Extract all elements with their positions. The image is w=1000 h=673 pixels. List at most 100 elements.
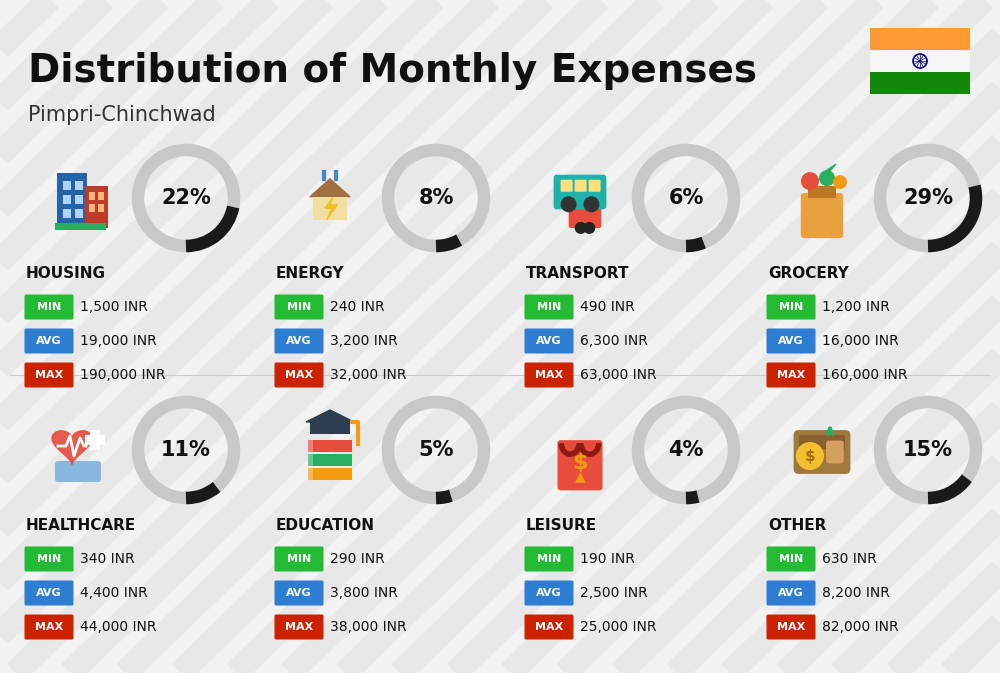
Text: 490 INR: 490 INR bbox=[580, 300, 635, 314]
Text: AVG: AVG bbox=[536, 336, 562, 346]
Text: AVG: AVG bbox=[536, 588, 562, 598]
Text: 82,000 INR: 82,000 INR bbox=[822, 620, 899, 634]
Circle shape bbox=[583, 222, 595, 234]
Text: 630 INR: 630 INR bbox=[822, 552, 877, 566]
FancyBboxPatch shape bbox=[313, 197, 347, 219]
Text: 6,300 INR: 6,300 INR bbox=[580, 334, 648, 348]
FancyBboxPatch shape bbox=[274, 581, 324, 606]
FancyBboxPatch shape bbox=[24, 546, 74, 571]
FancyBboxPatch shape bbox=[308, 454, 313, 466]
Text: 1,200 INR: 1,200 INR bbox=[822, 300, 890, 314]
Text: $: $ bbox=[572, 453, 588, 473]
Text: 32,000 INR: 32,000 INR bbox=[330, 368, 406, 382]
Text: MAX: MAX bbox=[35, 622, 63, 632]
Polygon shape bbox=[52, 431, 92, 464]
Text: ENERGY: ENERGY bbox=[276, 266, 344, 281]
Text: 2,500 INR: 2,500 INR bbox=[580, 586, 648, 600]
FancyBboxPatch shape bbox=[799, 435, 845, 449]
Text: MIN: MIN bbox=[537, 554, 561, 564]
Text: 290 INR: 290 INR bbox=[330, 552, 385, 566]
Text: 29%: 29% bbox=[903, 188, 953, 208]
FancyBboxPatch shape bbox=[274, 614, 324, 639]
Text: 340 INR: 340 INR bbox=[80, 552, 135, 566]
FancyBboxPatch shape bbox=[24, 328, 74, 353]
Text: 4%: 4% bbox=[668, 440, 704, 460]
FancyBboxPatch shape bbox=[870, 50, 970, 72]
FancyBboxPatch shape bbox=[767, 614, 816, 639]
Text: MAX: MAX bbox=[777, 622, 805, 632]
FancyBboxPatch shape bbox=[767, 363, 816, 388]
FancyBboxPatch shape bbox=[24, 363, 74, 388]
FancyBboxPatch shape bbox=[75, 180, 83, 190]
Text: ▲: ▲ bbox=[575, 469, 585, 483]
Text: MIN: MIN bbox=[37, 302, 61, 312]
FancyBboxPatch shape bbox=[55, 223, 106, 229]
FancyBboxPatch shape bbox=[89, 204, 95, 212]
Polygon shape bbox=[325, 197, 337, 219]
Text: TRANSPORT: TRANSPORT bbox=[526, 266, 630, 281]
Text: 240 INR: 240 INR bbox=[330, 300, 385, 314]
Text: MAX: MAX bbox=[535, 370, 563, 380]
FancyBboxPatch shape bbox=[98, 204, 104, 212]
FancyBboxPatch shape bbox=[767, 328, 816, 353]
Polygon shape bbox=[827, 164, 836, 174]
FancyBboxPatch shape bbox=[826, 441, 844, 464]
FancyBboxPatch shape bbox=[794, 430, 850, 474]
Text: 1,500 INR: 1,500 INR bbox=[80, 300, 148, 314]
FancyBboxPatch shape bbox=[308, 468, 352, 480]
Text: 190,000 INR: 190,000 INR bbox=[80, 368, 166, 382]
Circle shape bbox=[796, 442, 824, 470]
FancyBboxPatch shape bbox=[558, 440, 602, 491]
Text: MAX: MAX bbox=[35, 370, 63, 380]
FancyBboxPatch shape bbox=[57, 172, 87, 227]
Text: AVG: AVG bbox=[36, 588, 62, 598]
FancyBboxPatch shape bbox=[75, 209, 83, 217]
Text: OTHER: OTHER bbox=[768, 518, 826, 533]
FancyBboxPatch shape bbox=[554, 175, 606, 209]
Text: AVG: AVG bbox=[778, 336, 804, 346]
Text: AVG: AVG bbox=[36, 336, 62, 346]
Text: 190 INR: 190 INR bbox=[580, 552, 635, 566]
FancyBboxPatch shape bbox=[575, 180, 587, 192]
FancyBboxPatch shape bbox=[767, 295, 816, 320]
Text: MIN: MIN bbox=[537, 302, 561, 312]
Text: AVG: AVG bbox=[778, 588, 804, 598]
Text: EDUCATION: EDUCATION bbox=[276, 518, 375, 533]
Circle shape bbox=[819, 170, 835, 186]
FancyBboxPatch shape bbox=[524, 581, 574, 606]
Circle shape bbox=[561, 197, 577, 212]
FancyBboxPatch shape bbox=[63, 209, 71, 217]
FancyBboxPatch shape bbox=[524, 328, 574, 353]
Text: 8%: 8% bbox=[418, 188, 454, 208]
Text: AVG: AVG bbox=[286, 336, 312, 346]
Text: MIN: MIN bbox=[287, 554, 311, 564]
FancyBboxPatch shape bbox=[308, 440, 352, 452]
FancyBboxPatch shape bbox=[801, 193, 843, 238]
Text: 22%: 22% bbox=[161, 188, 211, 208]
Text: $: $ bbox=[805, 448, 815, 464]
FancyBboxPatch shape bbox=[24, 581, 74, 606]
Text: 3,200 INR: 3,200 INR bbox=[330, 334, 398, 348]
Text: 5%: 5% bbox=[418, 440, 454, 460]
Circle shape bbox=[575, 222, 587, 234]
Text: LEISURE: LEISURE bbox=[526, 518, 597, 533]
Text: 63,000 INR: 63,000 INR bbox=[580, 368, 657, 382]
Polygon shape bbox=[306, 410, 354, 422]
Text: Pimpri-Chinchwad: Pimpri-Chinchwad bbox=[28, 105, 216, 125]
Text: GROCERY: GROCERY bbox=[768, 266, 849, 281]
FancyBboxPatch shape bbox=[589, 180, 601, 192]
FancyBboxPatch shape bbox=[274, 328, 324, 353]
FancyBboxPatch shape bbox=[308, 468, 313, 480]
FancyBboxPatch shape bbox=[524, 614, 574, 639]
FancyBboxPatch shape bbox=[274, 363, 324, 388]
FancyBboxPatch shape bbox=[274, 546, 324, 571]
FancyBboxPatch shape bbox=[63, 180, 71, 190]
FancyBboxPatch shape bbox=[524, 546, 574, 571]
FancyBboxPatch shape bbox=[308, 454, 352, 466]
Text: MAX: MAX bbox=[777, 370, 805, 380]
Text: 16,000 INR: 16,000 INR bbox=[822, 334, 899, 348]
FancyBboxPatch shape bbox=[98, 192, 104, 201]
Text: MIN: MIN bbox=[287, 302, 311, 312]
Text: Distribution of Monthly Expenses: Distribution of Monthly Expenses bbox=[28, 52, 757, 90]
FancyBboxPatch shape bbox=[310, 422, 350, 434]
